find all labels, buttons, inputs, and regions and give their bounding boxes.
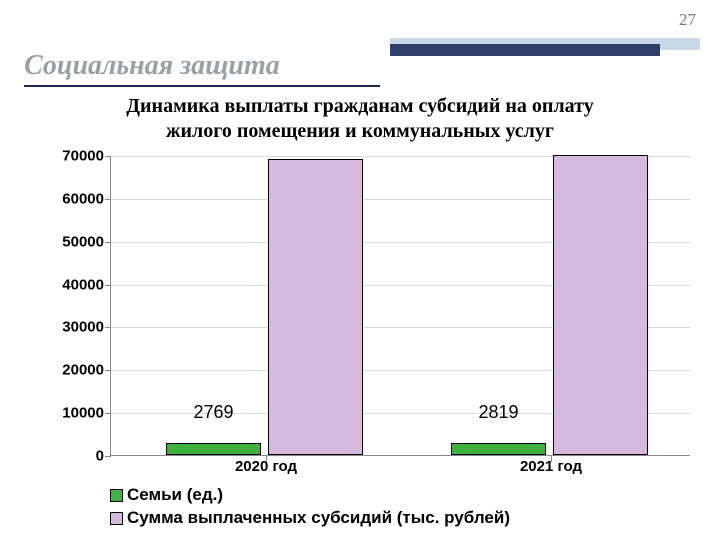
chart-title-line1: Динамика выплаты гражданам субсидий на о… [126, 95, 593, 117]
section-title: Социальная защита [24, 50, 280, 82]
legend-item: Сумма выплаченных субсидий (тыс. рублей) [110, 508, 510, 528]
legend: Семьи (ед.) Сумма выплаченных субсидий (т… [110, 482, 510, 528]
bar [268, 159, 363, 455]
data-label: 2819 [451, 402, 546, 423]
y-tick [105, 156, 111, 157]
chart-title: Динамика выплаты гражданам субсидий на о… [60, 94, 660, 144]
y-tick [105, 242, 111, 243]
y-axis-label: 60000 [24, 190, 104, 207]
header-decoration [390, 38, 700, 60]
bar [553, 155, 648, 455]
chart-title-line2: жилого помещения и коммунальных услуг [60, 119, 660, 144]
y-axis-label: 10000 [24, 405, 104, 422]
legend-swatch [110, 489, 123, 502]
bar-chart: 27692020 год28192021 год Семьи (ед.)Сумм… [24, 156, 704, 516]
legend-label: Сумма выплаченных субсидий (тыс. рублей) [127, 508, 510, 527]
y-tick [105, 199, 111, 200]
legend-label: Семьи (ед.) [127, 485, 223, 504]
legend-swatch [110, 512, 123, 525]
bar [166, 443, 261, 455]
bar [451, 443, 546, 455]
data-label: 2769 [166, 402, 261, 423]
y-axis-label: 70000 [24, 148, 104, 165]
x-axis-label: 2021 год [441, 458, 661, 475]
y-tick [105, 327, 111, 328]
plot-area: 27692020 год 28192021 год [110, 156, 690, 456]
section-underline [24, 85, 380, 87]
y-tick [105, 370, 111, 371]
y-axis-label: 20000 [24, 362, 104, 379]
y-axis-label: 50000 [24, 233, 104, 250]
y-axis-label: 0 [24, 448, 104, 465]
bar-group: 27692020 год [156, 156, 376, 455]
y-axis-label: 30000 [24, 319, 104, 336]
y-tick [105, 413, 111, 414]
bar-group: 28192021 год [441, 156, 661, 455]
y-axis-label: 40000 [24, 276, 104, 293]
page-number: 27 [679, 10, 696, 30]
y-tick [105, 456, 111, 457]
x-axis-label: 2020 год [156, 458, 376, 475]
y-tick [105, 285, 111, 286]
legend-item: Семьи (ед.) [110, 485, 510, 505]
